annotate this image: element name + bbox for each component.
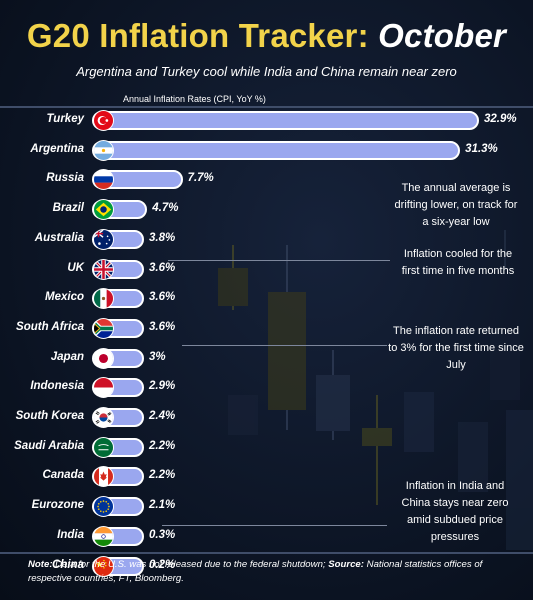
india-flag-icon — [93, 526, 114, 547]
country-label: UK — [67, 262, 84, 274]
value-label: 2.1% — [149, 499, 176, 511]
value-label: 0.2% — [149, 559, 176, 571]
value-label: 32.9% — [484, 113, 517, 125]
source-text: National statistics offices of respectiv… — [28, 559, 483, 584]
country-label: Russia — [46, 172, 84, 184]
source-label: Source: — [328, 559, 364, 570]
value-label: 3.8% — [149, 232, 176, 244]
argentina-flag-icon — [93, 140, 114, 161]
country-label: Brazil — [52, 202, 84, 214]
note-text: Data for the U.S. was not released due t… — [52, 559, 329, 570]
annotation-uk-leader — [168, 260, 390, 261]
country-label: Australia — [34, 232, 84, 244]
china-flag-icon — [93, 556, 114, 577]
saudi-arabia-flag-icon — [93, 437, 114, 458]
value-label: 3% — [149, 351, 166, 363]
indonesia-flag-icon — [93, 377, 114, 398]
annotation-india-china-leader — [162, 525, 387, 526]
turkey-flag-icon — [93, 110, 114, 131]
russia-flag-icon — [93, 169, 114, 190]
eurozone-flag-icon — [93, 496, 114, 517]
chart-title: Annual Inflation Rates (CPI, YoY %) — [123, 94, 266, 104]
country-label: Saudi Arabia — [14, 440, 84, 452]
country-label: India — [57, 529, 84, 541]
annotation-japan: The inflation rate returned to 3% for th… — [388, 325, 524, 371]
brazil-flag-icon — [93, 199, 114, 220]
south-africa-flag-icon — [93, 318, 114, 339]
value-label: 7.7% — [187, 172, 214, 184]
mexico-flag-icon — [93, 288, 114, 309]
value-label: 0.3% — [149, 529, 176, 541]
country-label: Eurozone — [31, 499, 84, 511]
country-label: Argentina — [30, 143, 84, 155]
value-label: 31.3% — [465, 143, 498, 155]
country-label: Indonesia — [30, 380, 84, 392]
note-label: Note: — [28, 559, 53, 570]
bar — [92, 141, 461, 160]
value-label: 4.7% — [152, 202, 179, 214]
value-label: 2.2% — [149, 440, 176, 452]
value-label: 2.4% — [149, 410, 176, 422]
value-label: 2.2% — [149, 469, 176, 481]
page-subtitle: Argentina and Turkey cool while India an… — [76, 64, 457, 79]
annotation-russia: The annual average is drifting lower, on… — [394, 182, 518, 228]
south-korea-flag-icon — [93, 407, 114, 428]
value-label: 3.6% — [149, 262, 176, 274]
annotation-japan-leader — [182, 345, 387, 346]
uk-flag-icon — [93, 259, 114, 280]
country-label: Mexico — [45, 291, 84, 303]
footnote: Note: Data for the U.S. was not released… — [28, 558, 518, 585]
japan-flag-icon — [93, 348, 114, 369]
canada-flag-icon — [93, 466, 114, 487]
country-label: South Africa — [16, 321, 84, 333]
bar — [92, 170, 183, 189]
bar — [92, 111, 479, 130]
country-label: Japan — [50, 351, 84, 363]
country-label: South Korea — [15, 410, 84, 422]
annotation-uk: Inflation cooled for the first time in f… — [401, 248, 515, 277]
country-label: China — [52, 559, 84, 571]
australia-flag-icon — [93, 229, 114, 250]
value-label: 2.9% — [149, 380, 176, 392]
title-main: G20 Inflation Tracker: — [26, 17, 369, 54]
top-divider — [0, 106, 533, 108]
bottom-divider — [0, 552, 533, 554]
page-title: G20 Inflation Tracker: October — [0, 16, 533, 56]
value-label: 3.6% — [149, 291, 176, 303]
title-month: October — [378, 17, 507, 54]
annotation-india-china: Inflation in India and China stays near … — [401, 480, 509, 543]
country-label: Canada — [42, 469, 84, 481]
value-label: 3.6% — [149, 321, 176, 333]
country-label: Turkey — [46, 113, 84, 125]
